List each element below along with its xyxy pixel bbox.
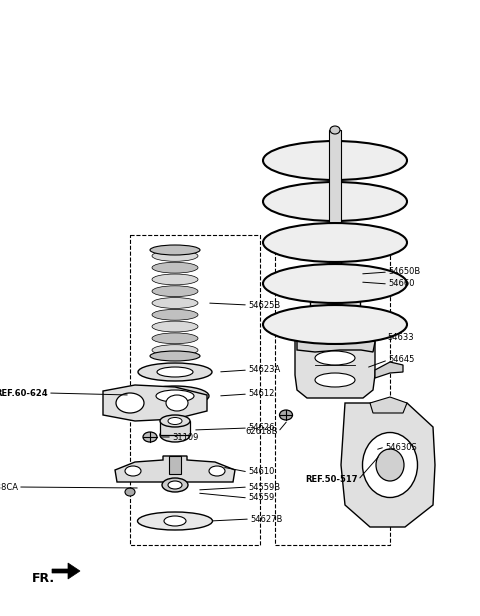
Polygon shape: [297, 334, 375, 352]
Text: 54627B: 54627B: [250, 514, 282, 524]
Text: REF.60-624: REF.60-624: [0, 389, 48, 397]
Ellipse shape: [152, 274, 198, 285]
Text: 54645: 54645: [388, 355, 414, 365]
Ellipse shape: [150, 245, 200, 255]
Ellipse shape: [116, 393, 144, 413]
Text: 1338CA: 1338CA: [0, 482, 18, 492]
Polygon shape: [295, 330, 375, 398]
Text: 54630S: 54630S: [385, 442, 417, 452]
Text: 62618B: 62618B: [245, 428, 278, 437]
Ellipse shape: [150, 351, 200, 361]
Bar: [310, 282, 360, 337]
Ellipse shape: [168, 481, 182, 489]
Text: 31109: 31109: [172, 432, 198, 442]
Text: 54559: 54559: [248, 493, 274, 503]
Ellipse shape: [152, 321, 198, 332]
Ellipse shape: [143, 432, 157, 442]
Ellipse shape: [168, 418, 182, 424]
Ellipse shape: [164, 516, 186, 526]
Ellipse shape: [274, 227, 396, 258]
Polygon shape: [370, 397, 407, 413]
Ellipse shape: [162, 478, 188, 492]
Ellipse shape: [263, 182, 407, 221]
Polygon shape: [52, 563, 80, 579]
Text: REF.50-517: REF.50-517: [305, 476, 358, 485]
Ellipse shape: [152, 333, 198, 344]
Ellipse shape: [310, 273, 360, 291]
Ellipse shape: [125, 466, 141, 476]
Ellipse shape: [157, 367, 193, 377]
Bar: [329, 130, 341, 280]
Text: 54559B: 54559B: [248, 482, 280, 492]
Ellipse shape: [156, 390, 194, 402]
Text: 54660: 54660: [388, 280, 415, 288]
Polygon shape: [341, 403, 435, 527]
Text: 54626: 54626: [248, 424, 275, 432]
Ellipse shape: [138, 363, 212, 381]
Text: 54610: 54610: [248, 468, 275, 477]
Text: 54650B: 54650B: [388, 267, 420, 277]
Ellipse shape: [263, 264, 407, 303]
Ellipse shape: [263, 223, 407, 262]
Ellipse shape: [310, 330, 360, 344]
Ellipse shape: [330, 126, 340, 134]
Ellipse shape: [166, 395, 188, 411]
Ellipse shape: [141, 386, 209, 406]
Ellipse shape: [152, 262, 198, 273]
Bar: [160, 421, 190, 435]
Ellipse shape: [376, 449, 404, 481]
Text: 54612: 54612: [248, 389, 275, 399]
Text: FR.: FR.: [32, 572, 55, 585]
Bar: [169, 456, 181, 474]
Ellipse shape: [274, 309, 396, 340]
Ellipse shape: [137, 512, 213, 530]
Ellipse shape: [274, 186, 396, 217]
Ellipse shape: [274, 268, 396, 299]
Ellipse shape: [263, 141, 407, 180]
Ellipse shape: [160, 428, 190, 442]
Ellipse shape: [279, 410, 292, 420]
Ellipse shape: [152, 251, 198, 261]
Text: 54623A: 54623A: [248, 365, 280, 375]
Ellipse shape: [315, 373, 355, 387]
Ellipse shape: [209, 466, 225, 476]
Polygon shape: [103, 385, 207, 421]
Text: 54633: 54633: [387, 333, 414, 341]
Ellipse shape: [152, 286, 198, 297]
Ellipse shape: [274, 145, 396, 176]
Ellipse shape: [152, 345, 198, 355]
Ellipse shape: [152, 309, 198, 320]
Ellipse shape: [152, 298, 198, 309]
Polygon shape: [115, 456, 235, 482]
Ellipse shape: [125, 488, 135, 496]
Ellipse shape: [315, 351, 355, 365]
Ellipse shape: [362, 432, 418, 498]
Polygon shape: [375, 362, 403, 378]
Text: 54625B: 54625B: [248, 301, 280, 309]
Ellipse shape: [263, 305, 407, 344]
Ellipse shape: [160, 415, 190, 427]
